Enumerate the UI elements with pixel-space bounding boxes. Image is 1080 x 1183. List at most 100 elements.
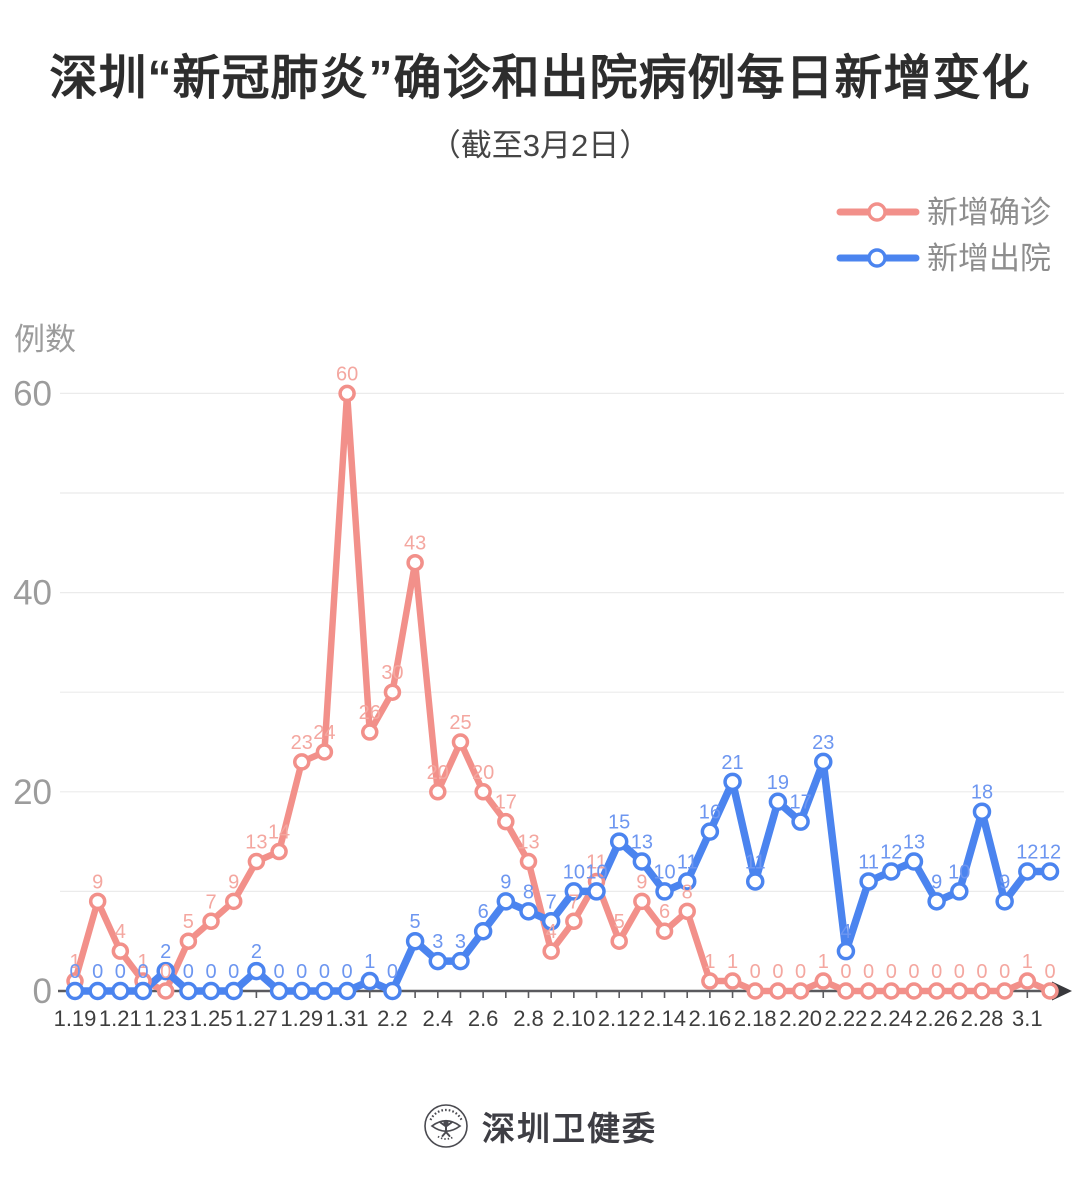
data-label-discharged-2.23: 11 [858,851,879,873]
data-point-confirmed-2.27 [950,982,969,1000]
data-label-discharged-2.14: 10 [653,861,675,883]
data-label-confirmed-1.24: 5 [183,911,194,933]
data-point-confirmed-3.1 [1018,972,1037,990]
data-label-confirmed-2.14: 6 [659,901,670,923]
data-point-discharged-2.12 [609,832,629,851]
data-label-discharged-2.20: 17 [789,792,811,814]
data-label-confirmed-2.26: 0 [931,961,942,983]
data-point-confirmed-2.21 [814,972,833,990]
data-label-confirmed-2.25: 0 [908,961,919,983]
data-point-discharged-1.26 [224,981,243,1001]
data-label-discharged-2.1: 1 [364,951,375,973]
y-axis-title: 例数 [14,322,76,357]
data-point-discharged-2.11 [587,882,606,901]
data-label-discharged-2.29: 9 [999,871,1010,893]
x-tick-label-2.14: 2.14 [643,1006,686,1031]
data-label-confirmed-2.24: 0 [886,961,897,983]
x-tick-label-2.8: 2.8 [513,1006,544,1031]
data-point-confirmed-1.24 [179,932,198,950]
y-tick-label-60: 60 [13,374,52,413]
data-point-confirmed-2.17 [723,972,742,990]
x-tick-label-2.24: 2.24 [870,1006,913,1031]
data-point-discharged-1.19 [65,981,85,1001]
data-label-discharged-3.1: 12 [1016,841,1038,863]
x-tick-label-2.26: 2.26 [915,1006,958,1031]
data-point-confirmed-1.31 [338,384,356,403]
data-point-confirmed-2.19 [769,982,787,1000]
data-label-discharged-1.24: 0 [183,961,194,983]
data-label-discharged-1.27: 2 [251,941,262,963]
data-label-confirmed-2.12: 5 [614,911,625,933]
data-label-confirmed-2.8: 13 [517,832,539,854]
data-label-confirmed-2.21: 1 [818,951,829,973]
data-label-discharged-2.5: 3 [455,931,466,953]
data-point-discharged-2.4 [428,951,448,971]
data-label-discharged-2.3: 5 [410,911,421,933]
data-label-discharged-2.24: 12 [880,841,902,863]
data-label-confirmed-2.3: 43 [404,533,426,555]
data-point-confirmed-2.6 [474,783,492,801]
series-markers-confirmed [66,384,1059,1000]
data-label-confirmed-2.2: 30 [381,662,403,684]
y-tick-label-0: 0 [33,972,52,1011]
data-point-confirmed-2.1 [361,723,379,741]
data-point-discharged-2.2 [383,981,402,1001]
data-label-discharged-2.17: 21 [721,752,743,774]
data-point-discharged-1.25 [201,981,221,1001]
data-point-confirmed-3.2 [1041,982,1059,1000]
x-tick-label-1.19: 1.19 [54,1006,97,1031]
data-point-discharged-3.1 [1018,862,1037,881]
data-label-discharged-2.16: 16 [699,802,721,824]
legend-item-confirmed: 新增确诊 [836,195,1051,230]
data-point-discharged-2.20 [791,812,810,831]
chart-header: 深圳“新冠肺炎”确诊和出院病例每日新增变化 （截至3月2日） [0,38,1080,165]
data-point-confirmed-1.27 [247,852,266,871]
y-gridlines [60,392,1064,893]
data-point-discharged-2.8 [519,902,538,921]
data-label-confirmed-2.20: 0 [795,961,806,983]
data-point-confirmed-2.23 [859,982,878,1000]
data-label-confirmed-2.23: 0 [863,961,874,983]
data-label-confirmed-1.25: 7 [205,891,216,913]
data-label-discharged-2.2: 0 [387,961,398,983]
x-tick-label-2.6: 2.6 [468,1006,499,1031]
data-label-confirmed-1.26: 9 [228,871,239,893]
data-point-discharged-2.17 [723,772,742,792]
x-tick-label-2.20: 2.20 [779,1006,822,1031]
data-label-confirmed-1.28: 14 [268,822,290,844]
data-point-discharged-1.22 [133,981,153,1001]
data-point-confirmed-1.20 [88,892,107,911]
data-point-confirmed-2.3 [406,553,424,572]
data-label-confirmed-1.31: 60 [336,363,358,385]
data-point-discharged-2.13 [632,852,652,871]
data-point-confirmed-1.23 [156,982,175,1000]
data-label-discharged-2.28: 18 [971,782,993,804]
data-label-confirmed-2.16: 1 [704,951,715,973]
data-label-confirmed-2.22: 0 [840,961,851,983]
data-point-discharged-2.16 [700,822,720,841]
data-label-discharged-2.8: 8 [523,881,534,903]
x-tick-label-1.23: 1.23 [144,1006,187,1031]
y-tick-label-20: 20 [13,773,52,812]
x-tick-label-2.18: 2.18 [734,1006,777,1031]
data-label-confirmed-2.29: 0 [999,961,1010,983]
data-label-confirmed-2.15: 8 [682,881,693,903]
data-point-discharged-1.23 [156,961,175,981]
data-label-discharged-1.20: 0 [92,961,103,983]
data-point-confirmed-1.26 [224,892,243,911]
data-label-confirmed-2.1: 26 [359,702,381,724]
data-label-confirmed-2.9: 4 [546,921,557,943]
data-label-confirmed-2.13: 9 [636,871,647,893]
data-label-discharged-2.22: 4 [840,921,851,943]
data-point-confirmed-2.9 [542,942,560,960]
data-point-confirmed-2.10 [565,912,583,931]
legend-label-confirmed: 新增确诊 [927,195,1051,230]
data-point-discharged-1.31 [337,981,357,1001]
data-point-confirmed-2.16 [701,972,719,990]
data-point-discharged-2.5 [451,951,470,971]
data-point-discharged-2.14 [655,882,674,901]
data-point-confirmed-2.25 [905,982,923,1000]
data-point-discharged-1.20 [88,981,107,1001]
